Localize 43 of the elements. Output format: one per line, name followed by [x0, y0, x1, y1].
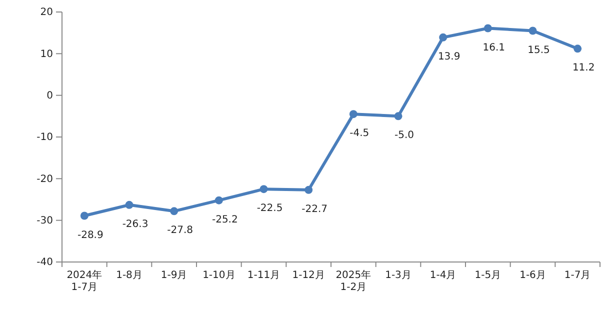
- data-label: 13.9: [438, 51, 460, 62]
- y-tick-label: -10: [36, 132, 53, 144]
- point: [528, 26, 537, 35]
- x-tick-label: 1-8月: [116, 270, 142, 281]
- x-tick-label: 2025年 1-2月: [336, 269, 372, 293]
- data-label: -22.7: [302, 204, 328, 215]
- y-tick-label: -20: [36, 174, 53, 185]
- data-label: 16.1: [482, 42, 506, 54]
- x-tick-label: 1-12月: [292, 270, 325, 281]
- point: [349, 110, 358, 118]
- point: [170, 207, 178, 216]
- point: [394, 112, 402, 120]
- data-label: -28.9: [77, 230, 104, 241]
- x-tick-label: 2024年 1-7月: [66, 269, 102, 293]
- data-label: -22.5: [256, 203, 283, 214]
- data-label: 15.5: [528, 44, 550, 56]
- y-tick-label: 20: [40, 7, 53, 18]
- x-tick-label: 1-9月: [160, 270, 188, 281]
- x-tick-label: 1-11月: [247, 270, 280, 281]
- x-tick-label: 1-3月: [385, 270, 412, 281]
- data-label: -4.5: [350, 128, 370, 140]
- x-tick-label: 1-6月: [520, 270, 546, 281]
- data-label: -25.2: [212, 214, 238, 226]
- data-label: -27.8: [167, 225, 194, 236]
- point: [125, 200, 134, 209]
- point: [214, 196, 223, 204]
- point: [484, 24, 492, 32]
- x-tick-label: 1-5月: [474, 270, 502, 281]
- x-tick-label: 1-4月: [430, 270, 456, 281]
- y-tick-label: -40: [36, 257, 53, 268]
- y-tick-label: -30: [36, 216, 53, 227]
- x-tick-label: 1-10月: [202, 270, 236, 281]
- point: [260, 185, 268, 194]
- data-label: -26.3: [122, 218, 148, 230]
- point: [80, 212, 88, 220]
- data-label: 11.2: [572, 62, 595, 74]
- point: [574, 44, 582, 53]
- x-tick-label: 1-7月: [564, 270, 591, 281]
- y-tick-label: 0: [46, 90, 53, 102]
- point: [439, 33, 448, 42]
- point: [304, 186, 313, 194]
- data-label: -5.0: [394, 130, 414, 142]
- y-tick-label: 10: [40, 48, 53, 60]
